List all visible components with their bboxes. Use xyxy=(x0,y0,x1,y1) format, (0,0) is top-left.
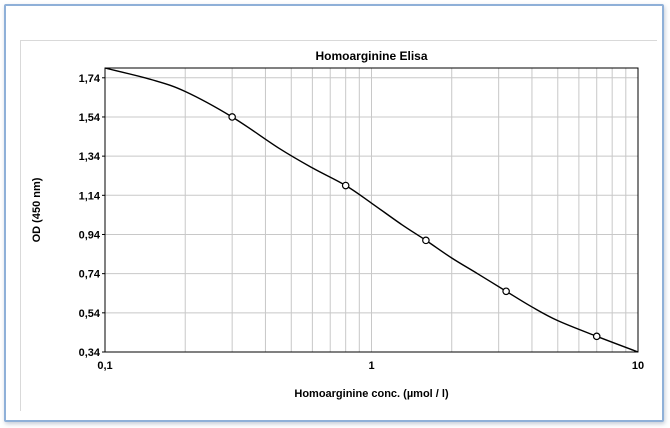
data-point xyxy=(341,181,350,190)
y-tick-label: 0,34 xyxy=(79,347,101,359)
y-tick-label: 1,74 xyxy=(79,73,101,85)
y-tick-label: 1,34 xyxy=(79,151,101,163)
data-point xyxy=(228,113,236,121)
tick-labels: 0,34 0,54 0,74 0,94 1,14 1,34 1,54 1,74 0,1 1 10 xyxy=(79,73,645,372)
data-point xyxy=(592,332,601,341)
chart-panel xyxy=(20,40,657,411)
x-tick-label: 0,1 xyxy=(97,360,112,372)
plot-area xyxy=(104,67,639,353)
chart-title: Homoarginine Elisa xyxy=(315,49,427,63)
data-point xyxy=(422,236,430,245)
y-tick-label: 0,94 xyxy=(79,229,101,241)
x-tick-label: 10 xyxy=(632,360,644,372)
y-axis-label: OD (450 nm) xyxy=(31,177,43,242)
y-tick-label: 0,54 xyxy=(79,308,101,320)
grid xyxy=(105,68,638,352)
y-tick-label: 1,54 xyxy=(79,112,101,124)
x-tick-label: 1 xyxy=(368,360,374,372)
data-points xyxy=(228,113,601,341)
x-axis-label: Homoarginine conc. (µmol / l) xyxy=(294,388,449,400)
fitted-curve xyxy=(104,67,639,353)
data-point xyxy=(502,287,510,296)
y-tick-label: 1,14 xyxy=(79,190,101,202)
y-tick-label: 0,74 xyxy=(79,269,101,281)
